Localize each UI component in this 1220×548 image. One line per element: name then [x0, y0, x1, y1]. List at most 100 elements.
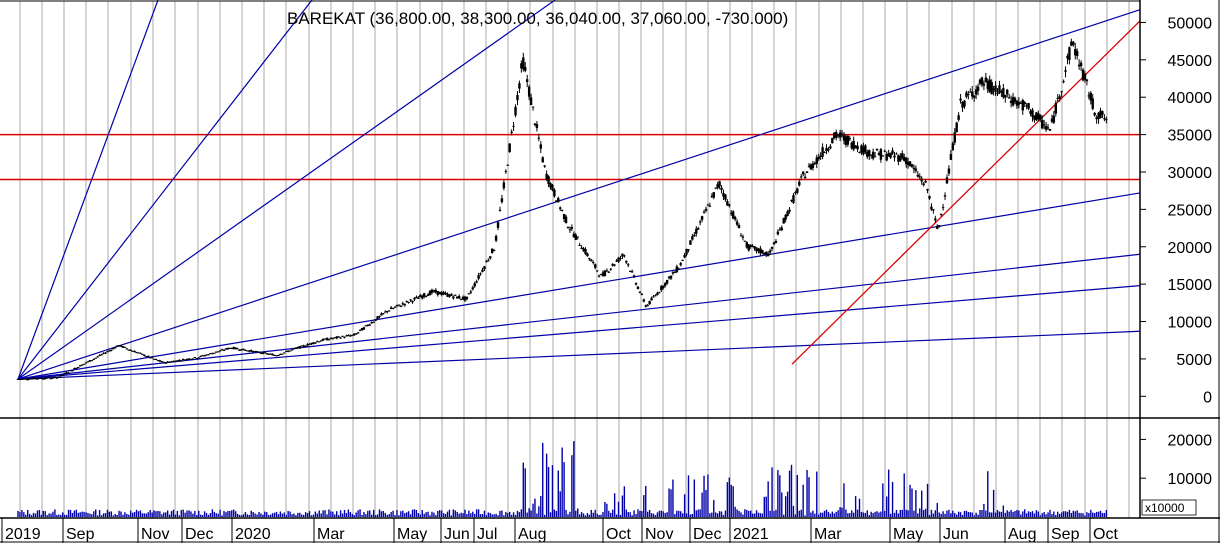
gann-fan-line: [17, 0, 313, 380]
price-candle-body: [535, 123, 539, 129]
price-candle-body: [881, 155, 885, 157]
price-candle-body: [912, 167, 916, 170]
price-candle-body: [300, 345, 303, 347]
price-candle-body: [673, 271, 677, 273]
price-candle-body: [943, 195, 947, 197]
price-candle-body: [339, 337, 342, 339]
price-candle-body: [784, 214, 787, 220]
price-candle-body: [172, 360, 175, 362]
price-candle-body: [646, 304, 649, 306]
price-candle-body: [537, 137, 541, 139]
price-candle-body: [815, 157, 818, 164]
price-candle-body: [522, 57, 525, 70]
price-candle-body: [18, 379, 22, 381]
price-candle-body: [1035, 112, 1038, 121]
price-candle-body: [302, 345, 305, 347]
price-candle-body: [844, 136, 848, 145]
price-candle-body: [663, 283, 667, 286]
price-candle-body: [990, 82, 993, 95]
price-candle-body: [770, 246, 774, 249]
price-candle-body: [389, 307, 393, 310]
price-candle-body: [780, 227, 783, 230]
price-candle-body: [479, 273, 482, 275]
price-candle-body: [448, 294, 451, 297]
price-candle-body: [271, 354, 274, 356]
price-candle-body: [967, 93, 970, 95]
price-candle-body: [152, 358, 156, 360]
price-candle-body: [700, 216, 704, 220]
price-candle-body: [253, 351, 257, 353]
price-candle-body: [566, 226, 570, 229]
price-candle-body: [580, 247, 583, 249]
price-candle-body: [298, 346, 302, 349]
price-candle-body: [866, 152, 869, 157]
price-candle-body: [321, 338, 325, 341]
price-candle-body: [1037, 113, 1040, 119]
price-candle-body: [1004, 95, 1007, 98]
x-tick-label: May: [397, 526, 427, 543]
price-candle-body: [712, 192, 715, 198]
price-candle-body: [864, 145, 867, 153]
price-candle-body: [803, 176, 807, 179]
price-candle-body: [481, 269, 484, 272]
price-candle-body: [669, 275, 673, 279]
price-candle-body: [621, 253, 624, 257]
price-candle-body: [312, 342, 315, 344]
price-candle-body: [113, 347, 117, 349]
price-candle-body: [47, 377, 51, 379]
price-candle-body: [494, 235, 498, 241]
price-candle-body: [16, 378, 20, 380]
price-candle-body: [170, 361, 173, 363]
price-candle-body: [953, 132, 956, 143]
price-candle-body: [215, 351, 218, 353]
price-candle-body: [683, 254, 686, 258]
price-candle-body: [1056, 97, 1059, 99]
price-candle-body: [244, 349, 247, 351]
price-candle-body: [1025, 105, 1028, 107]
price-candle-body: [428, 291, 432, 296]
price-candle-body: [856, 145, 859, 150]
price-candle-body: [374, 319, 377, 321]
price-candle-body: [337, 336, 340, 338]
price-candle-body: [899, 156, 902, 161]
price-candle-body: [613, 264, 616, 266]
price-candle-body: [53, 376, 57, 378]
price-candle-body: [32, 377, 35, 380]
price-candle-body: [121, 346, 125, 348]
price-candle-body: [1095, 117, 1098, 120]
price-candle-body: [508, 143, 511, 152]
price-candle-body: [642, 299, 645, 302]
price-candle-body: [667, 276, 671, 279]
price-candle-body: [284, 350, 288, 352]
price-candle-body: [733, 216, 737, 220]
x-tick-label: Nov: [141, 526, 169, 543]
price-candle-body: [424, 295, 428, 297]
price-candle-body: [873, 156, 877, 158]
price-candle-body: [1013, 98, 1017, 102]
price-candle-body: [487, 260, 490, 262]
price-candle-body: [823, 151, 826, 153]
price-candle-body: [356, 332, 360, 334]
x-tick-label: Jun: [444, 526, 470, 543]
x-tick-label: Mar: [814, 526, 842, 543]
price-candle-body: [930, 206, 933, 210]
price-candle-body: [502, 182, 506, 189]
price-candle-body: [388, 310, 391, 312]
price-candle-body: [189, 358, 193, 360]
price-candle-body: [358, 329, 362, 331]
price-candle-body: [73, 368, 76, 370]
price-candle-body: [714, 187, 717, 189]
x-tick-label: Dec: [185, 526, 213, 543]
price-candle-body: [590, 259, 593, 262]
price-candle-body: [710, 196, 714, 198]
price-candle-body: [654, 295, 657, 297]
price-candle-body: [582, 248, 585, 252]
price-candle-body: [230, 348, 233, 350]
price-candle-body: [568, 229, 572, 231]
price-candle-body: [749, 244, 752, 247]
price-candle-body: [996, 93, 999, 95]
price-candle-body: [1015, 100, 1019, 106]
price-candle-body: [809, 164, 813, 170]
price-candle-body: [180, 360, 183, 362]
